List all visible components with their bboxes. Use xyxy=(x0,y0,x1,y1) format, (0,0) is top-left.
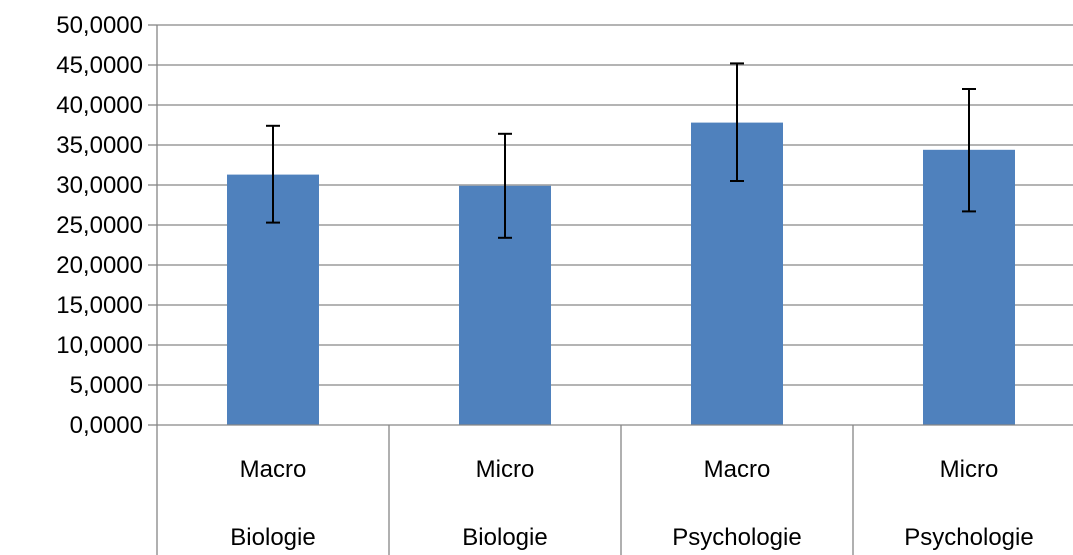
y-tick-label: 10,0000 xyxy=(56,332,143,359)
y-tick-labels: 0,0000 5,0000 10,0000 15,0000 20,0000 25,0000… xyxy=(56,12,143,439)
error-bars xyxy=(266,62,976,239)
category-label-level1: Micro xyxy=(476,456,535,483)
category-label-level2: Psychologie xyxy=(672,524,801,551)
axes xyxy=(148,24,1073,555)
bars xyxy=(227,122,1015,426)
y-tick-label: 25,0000 xyxy=(56,212,143,239)
category-label-level2: Biologie xyxy=(462,524,547,551)
y-tick-label: 50,0000 xyxy=(56,12,143,39)
y-tick-label: 35,0000 xyxy=(56,132,143,159)
y-tick-label: 5,0000 xyxy=(70,372,143,399)
y-tick-label: 15,0000 xyxy=(56,292,143,319)
category-label-level1: Macro xyxy=(704,456,771,483)
category-label-level1: Micro xyxy=(940,456,999,483)
category-label-level2: Biologie xyxy=(230,524,315,551)
y-tick-label: 40,0000 xyxy=(56,92,143,119)
category-label-level2: Psychologie xyxy=(904,524,1033,551)
y-tick-label: 0,0000 xyxy=(70,412,143,439)
y-tick-label: 20,0000 xyxy=(56,252,143,279)
y-tick-label: 30,0000 xyxy=(56,172,143,199)
y-tick-label: 45,0000 xyxy=(56,52,143,79)
category-label-level1: Macro xyxy=(240,456,307,483)
category-labels: Macro Biologie Micro Biologie Macro Psycholog… xyxy=(230,456,1033,551)
